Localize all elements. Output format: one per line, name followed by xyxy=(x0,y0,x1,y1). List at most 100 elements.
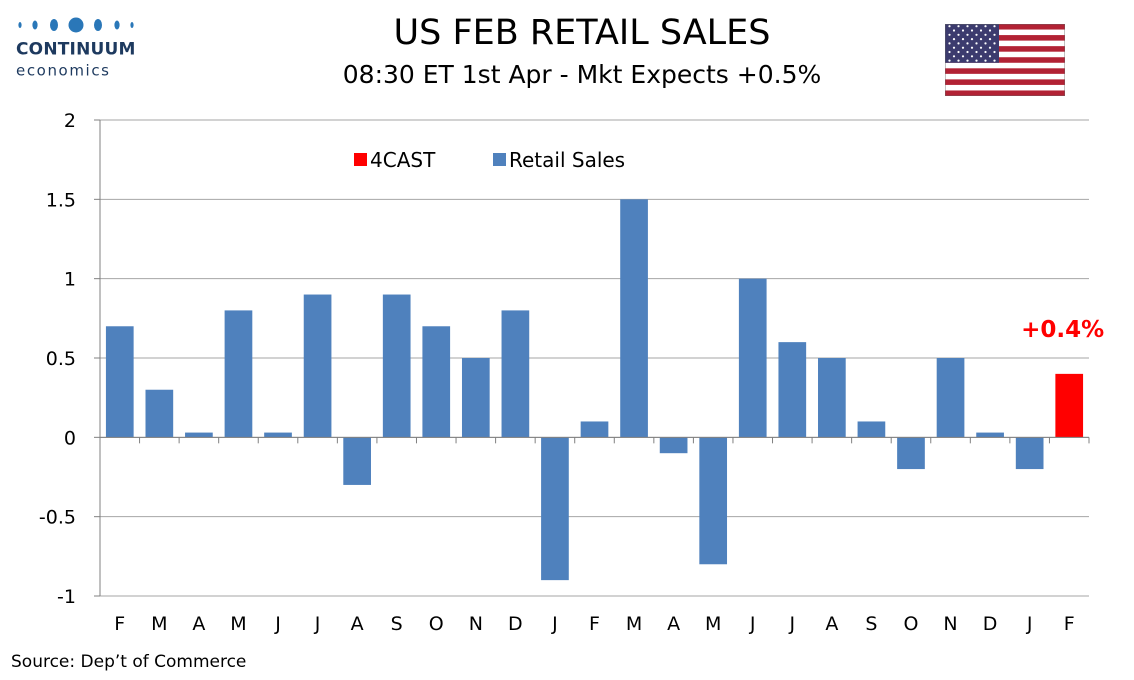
x-tick-label: J xyxy=(788,613,795,635)
x-tick-label: F xyxy=(1064,613,1075,635)
flag-star xyxy=(970,46,974,49)
source-note: Source: Dep’t of Commerce xyxy=(11,652,247,672)
retail-sales-bar xyxy=(897,437,925,470)
flag-star xyxy=(957,50,960,54)
retail-sales-bar xyxy=(541,437,569,581)
flag-star xyxy=(948,42,951,45)
retail-sales-bar xyxy=(936,358,965,438)
legend: 4CAST Retail Sales xyxy=(354,148,625,172)
retail-sales-bar xyxy=(461,358,490,438)
y-tick-label: 1.5 xyxy=(46,189,76,211)
flag-star xyxy=(957,33,960,36)
y-tick-label: -1 xyxy=(57,586,76,608)
flag-star xyxy=(993,50,996,54)
logo-dot xyxy=(18,22,22,28)
bars xyxy=(105,199,1084,581)
flag-star xyxy=(984,50,987,54)
brand-sub: economics xyxy=(16,61,111,80)
brand-logo: CONTINUUM economics xyxy=(14,14,144,80)
flag-star xyxy=(952,29,956,32)
chart-subtitle: 08:30 ET 1st Apr - Mkt Expects +0.5% xyxy=(342,60,822,89)
flag-star xyxy=(988,38,992,41)
retail-sales-bar xyxy=(620,199,648,438)
axes xyxy=(94,119,1090,597)
retail-sales-bar xyxy=(699,437,728,565)
legend-swatch xyxy=(354,153,367,166)
retail-sales-bar xyxy=(580,421,609,438)
y-tick-label: -0.5 xyxy=(39,507,76,529)
forecast-annotation: +0.4% xyxy=(1021,317,1104,343)
retail-sales-bar xyxy=(422,326,451,438)
forecast-bar xyxy=(1055,373,1084,438)
flag-star xyxy=(988,29,992,32)
retail-sales-bar xyxy=(105,326,134,438)
x-tick-label: S xyxy=(865,613,877,635)
logo-dot xyxy=(32,20,38,30)
logo-dots-icon xyxy=(18,17,134,33)
x-tick-label: M xyxy=(151,613,167,635)
flag-star xyxy=(957,59,960,62)
logo-dot xyxy=(130,22,134,28)
flag-star xyxy=(975,33,978,36)
flag-star xyxy=(948,33,951,36)
x-tick-label: F xyxy=(589,613,600,635)
x-tick-label: D xyxy=(508,613,523,635)
flag-star xyxy=(984,42,987,45)
x-tick-label: M xyxy=(626,613,642,635)
us-flag-icon xyxy=(945,24,1065,96)
x-tick-label: F xyxy=(114,613,125,635)
flag-star xyxy=(993,25,996,28)
legend-label: Retail Sales xyxy=(509,148,625,172)
flag-star xyxy=(993,33,996,36)
flag-star xyxy=(993,42,996,45)
retail-sales-bar xyxy=(145,389,174,438)
x-tick-label: M xyxy=(230,613,246,635)
retail-sales-bar xyxy=(501,310,530,438)
retail-sales-bar xyxy=(659,437,688,454)
logo-dot xyxy=(114,20,120,30)
x-tick-label: J xyxy=(274,613,281,635)
y-tick-label: 2 xyxy=(64,110,76,132)
retail-sales-bar xyxy=(778,342,807,438)
flag-star xyxy=(988,46,992,49)
retail-sales-bar xyxy=(738,278,767,438)
retail-sales-bar xyxy=(343,437,371,485)
chart-title: US FEB RETAIL SALES xyxy=(393,13,771,53)
x-tick-label: J xyxy=(1026,613,1033,635)
flag-star xyxy=(961,46,965,49)
retail-sales-bar xyxy=(382,294,411,438)
y-tick-label: 0.5 xyxy=(46,348,76,370)
x-tick-label: A xyxy=(667,613,680,635)
flag-star xyxy=(970,55,974,58)
flag-star xyxy=(961,29,965,32)
flag-star xyxy=(952,46,956,49)
flag-star xyxy=(988,55,992,58)
flag-star xyxy=(984,25,987,28)
x-tick-label: A xyxy=(825,613,838,635)
flag-star xyxy=(966,50,969,54)
flag-star xyxy=(966,59,969,62)
y-tick-label: 0 xyxy=(64,427,76,449)
flag-star xyxy=(975,25,978,28)
y-tick-label: 1 xyxy=(64,269,76,291)
flag-star xyxy=(984,59,987,62)
flag-star xyxy=(952,55,956,58)
x-tick-label: M xyxy=(705,613,721,635)
x-tick-label: O xyxy=(429,613,444,635)
retail-sales-bar xyxy=(185,432,213,438)
flag-stars xyxy=(948,25,996,62)
legend-label: 4CAST xyxy=(370,148,436,172)
x-tick-label: N xyxy=(469,613,483,635)
logo-dot xyxy=(94,19,102,31)
flag-star xyxy=(961,55,965,58)
flag-star xyxy=(961,38,965,41)
flag-star xyxy=(975,50,978,54)
flag-star xyxy=(979,46,983,49)
retail-sales-bar xyxy=(224,310,253,438)
flag-star xyxy=(970,38,974,41)
y-tick-labels: -1 -0.5 0 0.5 1 1.5 2 xyxy=(39,110,76,608)
flag-star xyxy=(979,55,983,58)
flag-star xyxy=(979,38,983,41)
